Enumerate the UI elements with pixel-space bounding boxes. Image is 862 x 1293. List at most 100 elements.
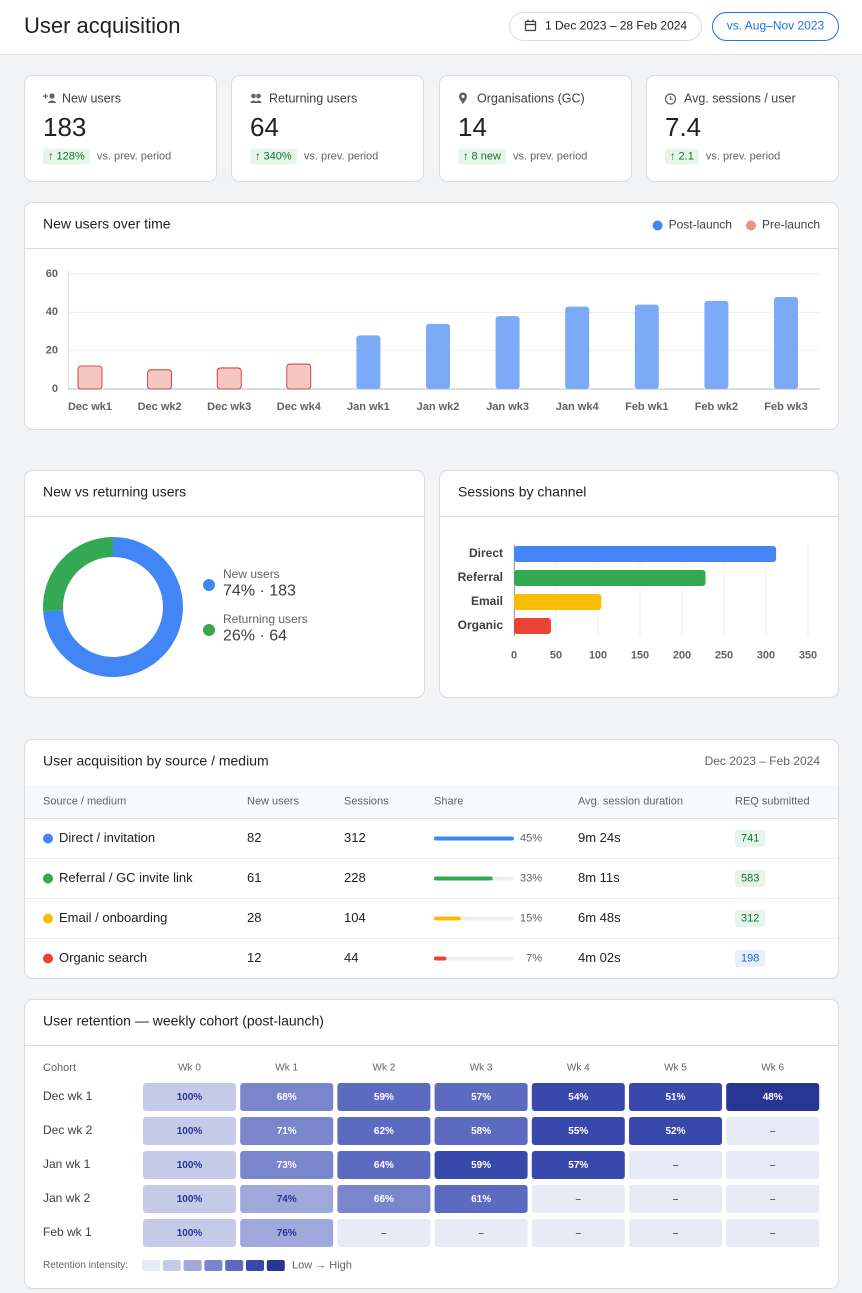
donut-slice xyxy=(43,537,114,612)
req-badge xyxy=(735,869,766,887)
compare-label[interactable]: vs. Aug–Nov 2023 xyxy=(727,19,825,33)
heatmap-cell xyxy=(434,1185,528,1213)
cell-label: 64% xyxy=(374,1160,394,1171)
table-subtitle: Dec 2023 – Feb 2024 xyxy=(705,754,821,768)
kpi-icon xyxy=(250,93,262,103)
kpi-value: 64 xyxy=(250,112,279,142)
bar xyxy=(77,365,103,390)
column-header: Wk 1 xyxy=(275,1063,298,1074)
date-range-button[interactable] xyxy=(509,12,702,41)
y-tick-label: 20 xyxy=(46,345,58,357)
cell-label: 68% xyxy=(277,1092,297,1103)
source-dot xyxy=(43,913,53,924)
duration: 8m 11s xyxy=(578,870,620,885)
cell-label: – xyxy=(673,1160,679,1171)
legend-value: 26% · 64 xyxy=(223,628,287,645)
kpi-delta-badge xyxy=(43,148,90,165)
legend-swatch xyxy=(162,1260,181,1271)
bar xyxy=(426,323,450,389)
heatmap-cell xyxy=(143,1219,236,1247)
req-badge xyxy=(735,909,766,927)
cell-label: 54% xyxy=(568,1092,588,1103)
source: Email / onboarding xyxy=(59,910,167,925)
x-tick-label: Jan wk1 xyxy=(347,401,390,413)
heatmap-cell xyxy=(337,1083,431,1111)
page-title: User acquisition xyxy=(24,13,181,38)
card-title: User acquisition by source / medium xyxy=(43,753,269,769)
share-label: 45% xyxy=(520,832,542,844)
legend-swatch xyxy=(203,579,215,591)
kpi-icon xyxy=(459,92,467,104)
cell-label: 51% xyxy=(665,1092,685,1103)
heatmap-cell xyxy=(240,1117,334,1145)
cell-label: – xyxy=(770,1160,776,1171)
source: Direct / invitation xyxy=(59,830,155,845)
bar xyxy=(514,594,602,610)
heatmap-cell xyxy=(337,1151,431,1179)
cell-label: – xyxy=(381,1228,387,1239)
kpi-note: vs. prev. period xyxy=(706,150,780,162)
legend-label: Pre-launch xyxy=(762,218,820,232)
kpi-value: 183 xyxy=(43,112,86,142)
column-header: Wk 5 xyxy=(664,1063,687,1074)
compare-button[interactable] xyxy=(712,12,839,41)
heatmap-cell xyxy=(629,1219,722,1247)
kpi-delta-badge xyxy=(458,148,506,165)
legend-label: Returning users xyxy=(223,612,308,626)
bar xyxy=(495,316,520,389)
source-dot xyxy=(43,953,53,964)
date-range[interactable]: 1 Dec 2023 – 28 Feb 2024 xyxy=(545,19,687,33)
y-tick-label: Direct xyxy=(469,546,503,560)
column-header: Wk 4 xyxy=(567,1063,590,1074)
cell-label: 59% xyxy=(471,1160,491,1171)
heatmap-cell xyxy=(434,1151,528,1179)
cell-label: 57% xyxy=(568,1160,588,1171)
x-tick-label: Dec wk2 xyxy=(138,401,182,413)
req-badge-label: 312 xyxy=(741,912,759,924)
heatmap-cell xyxy=(434,1117,528,1145)
legend-swatch xyxy=(246,1260,264,1271)
source-dot xyxy=(43,833,53,844)
y-tick-label: Organic xyxy=(458,618,504,632)
heatmap-cell xyxy=(629,1083,722,1111)
share-label: 15% xyxy=(520,912,542,924)
cell-label: 61% xyxy=(471,1194,491,1205)
y-tick-label: Email xyxy=(471,594,503,608)
legend-range: Low → High xyxy=(292,1259,352,1271)
card-title: Sessions by channel xyxy=(458,484,586,500)
heatmap-cell xyxy=(434,1083,528,1111)
cell-label: 100% xyxy=(177,1126,203,1137)
bar xyxy=(774,297,798,389)
legend-swatch xyxy=(745,220,756,231)
x-tick-label: 200 xyxy=(673,649,691,661)
x-tick-label: Feb wk1 xyxy=(625,401,668,413)
heatmap-cell xyxy=(629,1185,722,1213)
kpi-delta: ↑ 340% xyxy=(255,150,292,162)
sessions: 228 xyxy=(344,870,366,885)
heatmap-cell xyxy=(531,1219,625,1247)
kpi-delta: ↑ 128% xyxy=(48,150,85,162)
bar xyxy=(704,300,729,389)
req-badge xyxy=(735,949,766,967)
heatmap-cell xyxy=(337,1117,431,1145)
x-tick-label: 150 xyxy=(631,649,649,661)
kpi-delta-badge xyxy=(250,148,297,165)
heatmap-cell xyxy=(143,1117,236,1145)
kpi-icon xyxy=(664,93,677,105)
calendar-icon xyxy=(524,19,537,32)
kpi-note: vs. prev. period xyxy=(513,150,587,162)
heatmap-cell xyxy=(726,1219,820,1247)
kpi-value: 14 xyxy=(458,112,487,142)
column-header: New users xyxy=(247,795,299,807)
sessions: 44 xyxy=(344,950,358,965)
kpi-note: vs. prev. period xyxy=(304,150,378,162)
card-title: User retention — weekly cohort (post-lau… xyxy=(43,1013,324,1029)
kpi-label: Avg. sessions / user xyxy=(684,91,796,105)
column-header: Avg. session duration xyxy=(578,795,683,807)
legend-swatch xyxy=(204,1260,223,1271)
kpi-label: New users xyxy=(62,91,121,105)
column-header: Source / medium xyxy=(43,795,126,807)
cell-label: – xyxy=(673,1228,679,1239)
